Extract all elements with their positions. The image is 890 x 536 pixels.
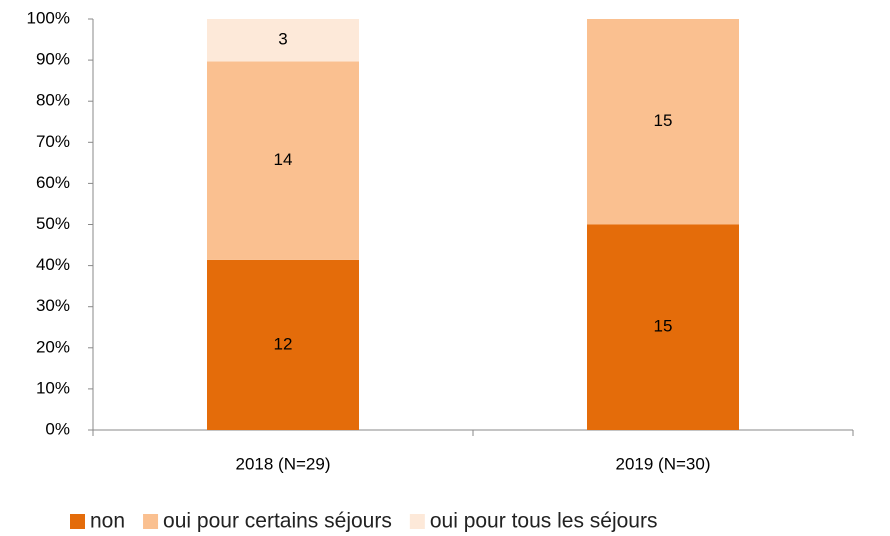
- legend: non oui pour certains séjours oui pour tou…: [70, 510, 657, 533]
- bar-segment: [207, 259, 359, 430]
- y-tick-label: 30%: [36, 296, 70, 315]
- y-tick-label: 80%: [36, 91, 70, 110]
- data-label: 12: [274, 334, 293, 353]
- data-label: 14: [274, 150, 293, 169]
- x-tick-label: 2019 (N=30): [616, 454, 711, 473]
- legend-label: oui pour tous les séjours: [430, 510, 658, 533]
- data-label: 15: [654, 111, 673, 130]
- legend-swatch: [143, 514, 159, 529]
- data-label: 3: [278, 30, 287, 49]
- x-tick-label: 2018 (N=29): [236, 454, 331, 473]
- y-tick-label: 20%: [36, 337, 70, 356]
- y-tick-label: 10%: [36, 378, 70, 397]
- bar-segment: [207, 61, 359, 260]
- y-tick-label: 0%: [45, 419, 70, 438]
- legend-label: non: [90, 510, 125, 533]
- data-label: 15: [654, 317, 673, 336]
- legend-label: oui pour certains séjours: [163, 510, 392, 533]
- legend-swatch: [70, 514, 85, 529]
- y-tick-label: 40%: [36, 255, 70, 274]
- y-tick-label: 50%: [36, 214, 70, 233]
- y-tick-label: 100%: [27, 8, 70, 27]
- bar-segment: [587, 224, 739, 430]
- y-tick-label: 90%: [36, 50, 70, 69]
- legend-swatch: [409, 514, 425, 529]
- bar-segment: [207, 19, 359, 62]
- y-tick-label: 60%: [36, 173, 70, 192]
- bar-segment: [587, 19, 739, 225]
- y-tick-label: 70%: [36, 132, 70, 151]
